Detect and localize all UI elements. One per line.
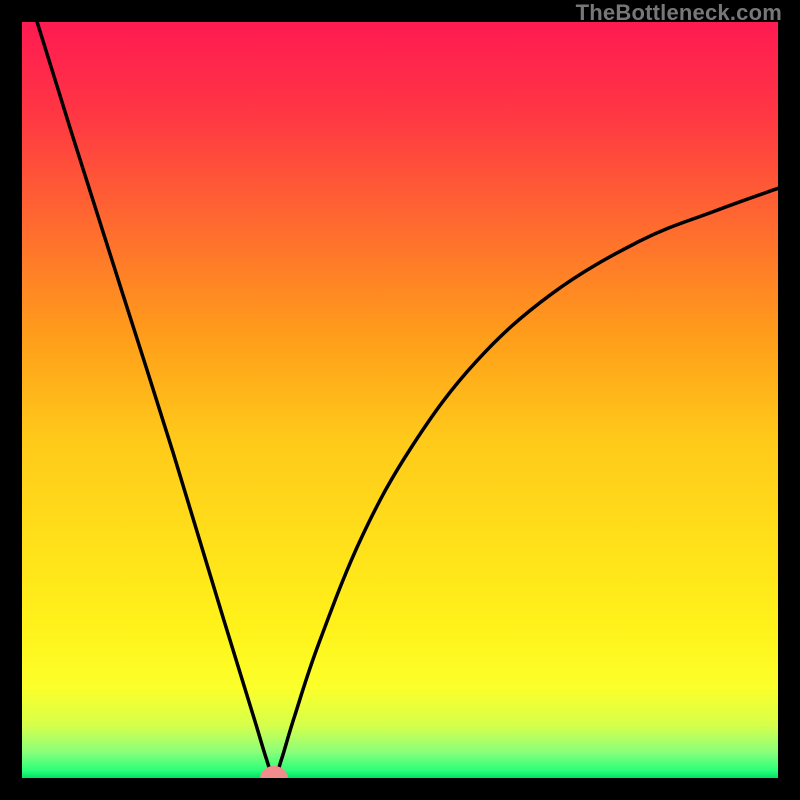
- bottleneck-chart: [0, 0, 800, 800]
- plot-border-bottom: [0, 778, 800, 800]
- watermark-text: TheBottleneck.com: [576, 0, 782, 26]
- gradient-background: [22, 22, 778, 778]
- plot-border-left: [0, 0, 22, 800]
- plot-border-right: [778, 0, 800, 800]
- chart-frame: TheBottleneck.com: [0, 0, 800, 800]
